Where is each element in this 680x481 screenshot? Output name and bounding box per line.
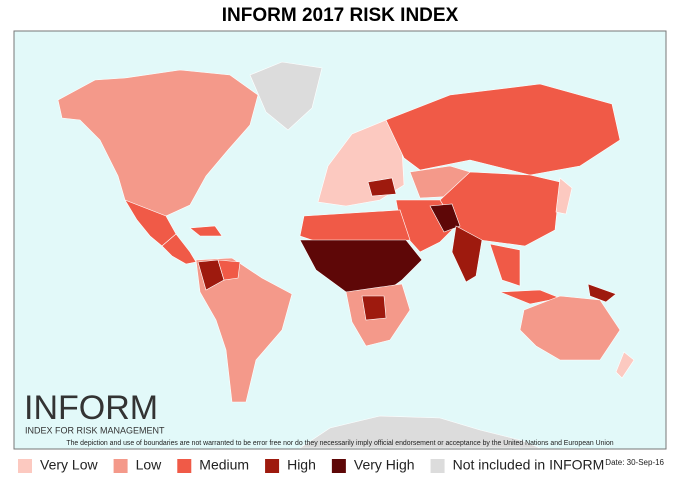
legend: Very Low Low Medium High Very High Not includ… (18, 457, 604, 473)
legend-label: Medium (199, 457, 249, 473)
logo-name: INFORM (24, 389, 158, 427)
venezuela (217, 259, 241, 281)
world-map (57, 61, 635, 449)
legend-swatch (430, 459, 445, 473)
southeast-asia (489, 243, 521, 287)
map-title: INFORM 2017 RISK INDEX (222, 5, 459, 26)
greenland (249, 61, 323, 131)
legend-swatch (18, 459, 32, 473)
japan (555, 177, 573, 215)
legend-swatch (177, 459, 192, 473)
papua-new-guinea (587, 283, 617, 303)
australia (519, 295, 621, 361)
new-zealand (615, 351, 635, 379)
disclaimer: The depiction and use of boundaries are … (66, 440, 613, 447)
legend-label: Very High (354, 457, 415, 473)
legend-label: Not included in INFORM (453, 457, 605, 473)
legend-label: Very Low (40, 457, 98, 473)
antarctica (299, 415, 541, 449)
russia (385, 83, 621, 176)
mozambique-region (361, 295, 387, 321)
north-america (57, 69, 259, 217)
legend-label: Low (136, 457, 163, 473)
legend-label: High (287, 457, 316, 473)
legend-swatch (265, 459, 280, 473)
afghanistan-pakistan (429, 203, 461, 233)
ukraine (367, 177, 397, 197)
caribbean (189, 225, 223, 237)
logo-subtitle: INDEX FOR RISK MANAGEMENT (25, 425, 165, 435)
date: Date: 30-Sep-16 (605, 458, 664, 467)
legend-swatch (113, 459, 128, 473)
south-america (195, 257, 293, 403)
india (451, 225, 483, 283)
legend-swatch (331, 459, 346, 473)
